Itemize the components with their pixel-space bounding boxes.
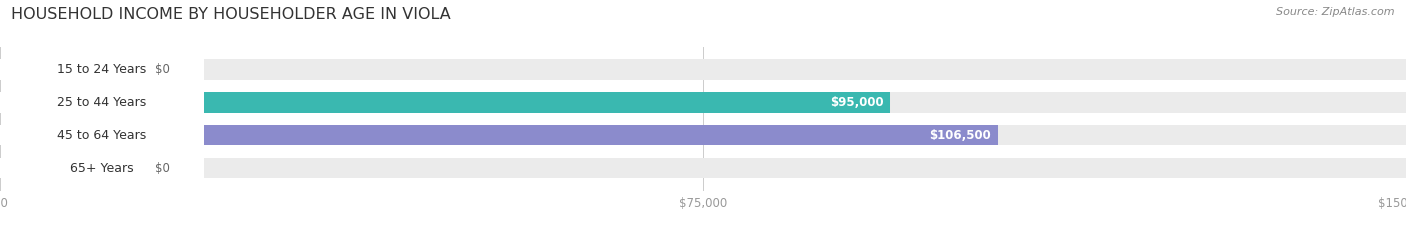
Text: $95,000: $95,000: [830, 96, 883, 109]
Text: $106,500: $106,500: [929, 129, 991, 142]
Text: Source: ZipAtlas.com: Source: ZipAtlas.com: [1277, 7, 1395, 17]
Bar: [0, 59, 1406, 80]
Text: 45 to 64 Years: 45 to 64 Years: [58, 129, 146, 142]
Bar: [0, 59, 141, 80]
Bar: [0, 92, 204, 113]
Bar: [0, 158, 1406, 178]
Bar: [0, 59, 204, 80]
Bar: [0, 125, 1406, 145]
Bar: [0, 158, 141, 178]
Text: $0: $0: [155, 161, 170, 175]
Bar: [0, 92, 890, 113]
Bar: [0, 92, 1406, 113]
Text: 15 to 24 Years: 15 to 24 Years: [58, 63, 146, 76]
Bar: [0, 125, 998, 145]
Text: 65+ Years: 65+ Years: [70, 161, 134, 175]
Text: 25 to 44 Years: 25 to 44 Years: [58, 96, 146, 109]
Text: $0: $0: [155, 63, 170, 76]
Text: HOUSEHOLD INCOME BY HOUSEHOLDER AGE IN VIOLA: HOUSEHOLD INCOME BY HOUSEHOLDER AGE IN V…: [11, 7, 451, 22]
Bar: [0, 125, 204, 145]
Bar: [0, 158, 204, 178]
